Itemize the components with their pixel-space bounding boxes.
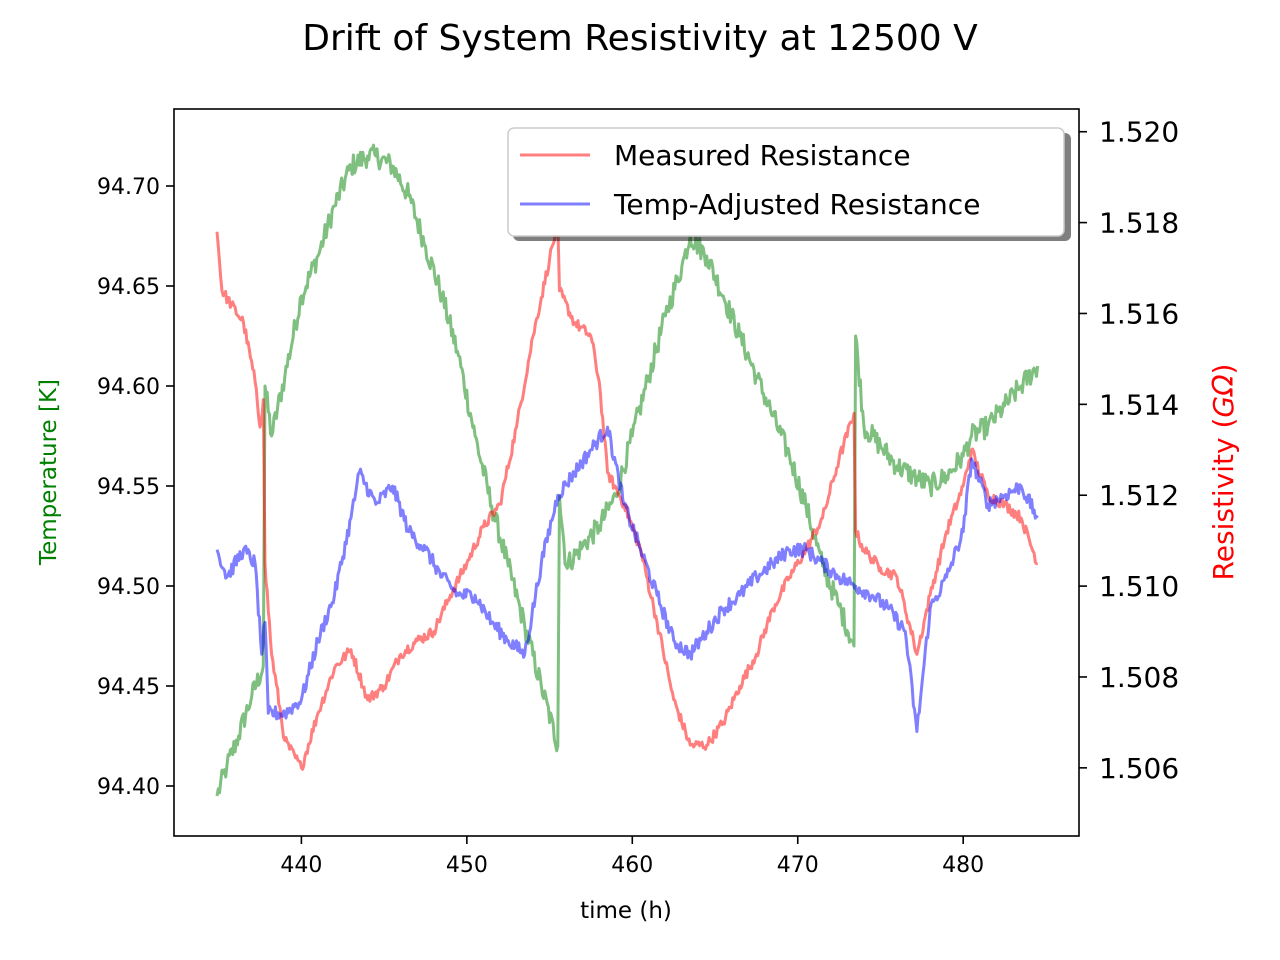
y-left-tick-label: 94.40 [97,775,160,800]
y-left-tick-label: 94.70 [97,175,160,200]
y-right-tick-label: 1.518 [1099,207,1179,240]
y-right-tick-label: 1.520 [1099,116,1179,149]
y-right-tick-label: 1.506 [1099,752,1179,785]
y-axis-right-label-prefix: Resistivity ( [1207,418,1240,581]
y-left-tick-label: 94.55 [97,475,160,500]
y-left-tick-label: 94.60 [97,375,160,400]
y-right-tick-label: 1.516 [1099,297,1179,330]
legend-box [507,127,1065,237]
y-left-tick-label: 94.45 [97,675,160,700]
legend: Measured Resistance Temp-Adjusted Resist… [507,127,1071,241]
axes-layer: 440 450 460 470 480 94.40 94.45 94.50 94.55 94.60… [97,116,1179,878]
y-right-tick-label: 1.512 [1099,479,1179,512]
y-axis-right-label-suffix: ) [1207,364,1240,375]
y-axis-right-label-unit: GΩ [1207,374,1240,418]
plot-frame [173,108,1080,837]
series-temperature-line [215,143,1040,797]
series-layer [215,143,1040,797]
x-tick-label: 470 [777,853,819,878]
x-tick-label: 450 [446,853,488,878]
y-right-tick-label: 1.510 [1099,570,1179,603]
y-right-tick-label: 1.508 [1099,661,1179,694]
y-axis-left-label: Temperature [K] [36,379,62,566]
series-temp-adjusted-resistance-line [215,425,1039,733]
y-right-tick-label: 1.514 [1099,388,1179,421]
y-axis-right-label: Resistivity (GΩ) [1207,364,1240,581]
x-axis-label: time (h) [580,898,672,924]
chart-title: Drift of System Resistivity at 12500 V [302,18,978,59]
x-tick-label: 440 [280,853,322,878]
y-left-tick-label: 94.65 [97,275,160,300]
legend-label-adjusted: Temp-Adjusted Resistance [613,188,980,221]
y-left-tick-label: 94.50 [97,575,160,600]
x-tick-label: 460 [611,853,653,878]
x-tick-label: 480 [942,853,984,878]
legend-label-measured: Measured Resistance [614,139,911,172]
